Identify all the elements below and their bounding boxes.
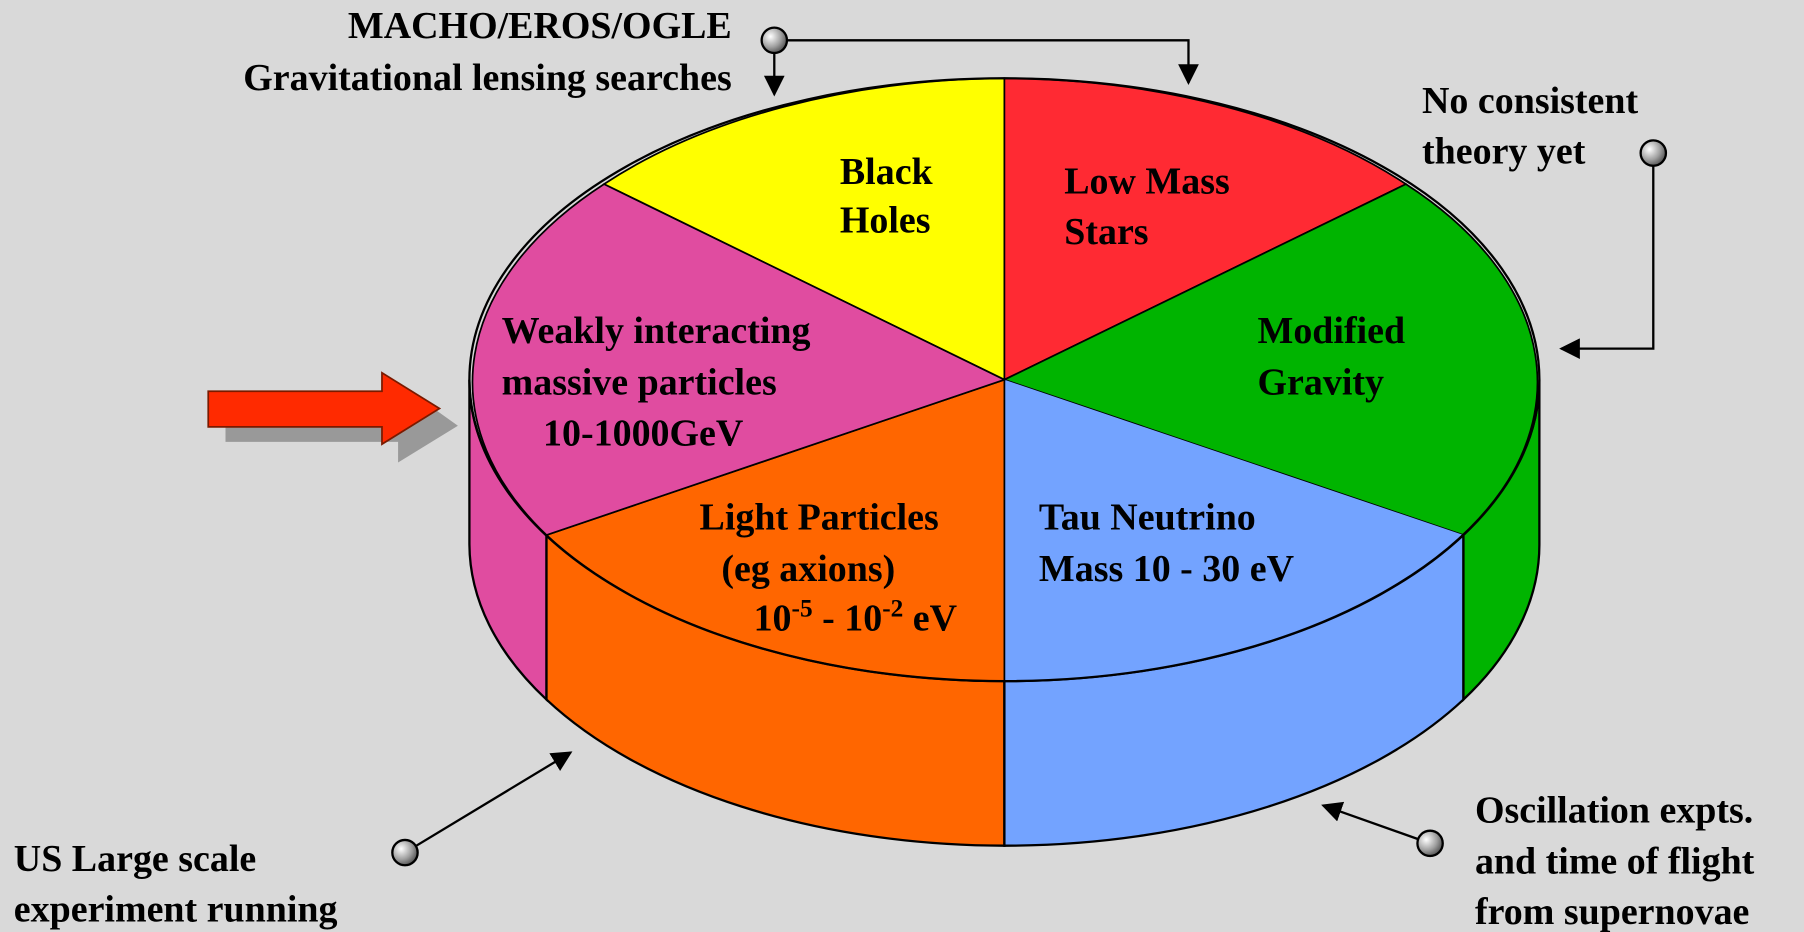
pie-slice	[1004, 379, 1464, 682]
range-part: -2	[882, 595, 903, 623]
callouts	[404, 39, 1655, 854]
annotation: US Large scale	[14, 838, 256, 880]
slice-label: Tau Neutrino	[1039, 496, 1256, 538]
callout-balls	[391, 26, 1668, 867]
range-part: eV	[903, 598, 957, 640]
slice-label: 10-1000GeV	[543, 412, 743, 454]
pie	[468, 77, 1541, 847]
annotation: theory yet	[1422, 130, 1586, 172]
pie-slice	[471, 183, 1007, 537]
range-part: 10	[754, 598, 792, 640]
pie-rim	[468, 77, 1541, 683]
annotation: MACHO/EROS/OGLE	[348, 5, 732, 47]
labels: Black Holes Low Mass Stars Modified Gravity Ta…	[14, 5, 1755, 932]
annotation: Gravitational lensing searches	[243, 57, 731, 99]
slice-label: Low Mass	[1064, 160, 1230, 202]
slice-label: Holes	[840, 199, 931, 241]
annotation: from supernovae	[1475, 891, 1749, 932]
pointer-arrow	[207, 371, 458, 463]
range-part: -5	[792, 595, 813, 623]
annotation: experiment running	[14, 889, 338, 931]
slice-label: Modified	[1258, 310, 1406, 352]
slice-label: massive particles	[502, 362, 777, 404]
range-part: - 10	[813, 598, 883, 640]
slice-label: Black	[840, 151, 934, 193]
slice-label: Stars	[1064, 211, 1148, 253]
slice-label: Light Particles	[700, 496, 939, 538]
annotation: and time of flight	[1475, 840, 1755, 882]
slice-label: (eg axions)	[721, 548, 895, 590]
slice-label: 10-5 - 10-2 eV	[754, 595, 957, 640]
annotation: No consistent	[1422, 80, 1638, 122]
slice-label: Mass 10 - 30 eV	[1039, 548, 1294, 590]
annotation: Oscillation expts.	[1475, 790, 1753, 832]
slice-label: Weakly interacting	[502, 310, 811, 352]
slice-label: Gravity	[1258, 362, 1385, 404]
